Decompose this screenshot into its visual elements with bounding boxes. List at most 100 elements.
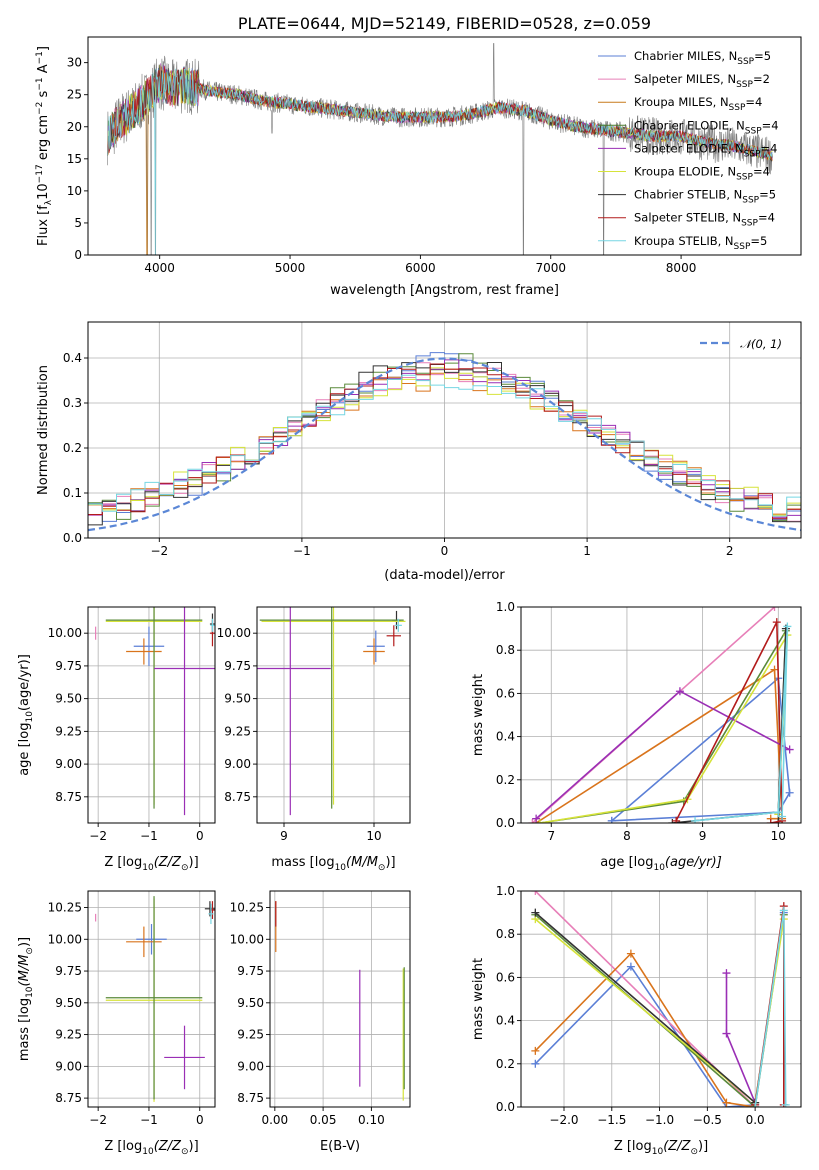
x-axis-label-part: )] [189,1139,199,1154]
axes-frame [269,890,411,1108]
x-tick-label: 6000 [405,261,436,275]
y-tick-label: 8.75 [55,790,82,804]
x-tick-label: −2.0 [549,1113,578,1127]
weight-point-marker [531,908,540,917]
legend-entry-label-part: Chabrier MILES, N [634,49,737,63]
y-axis-label-part: mass [log [17,998,32,1061]
weight-point-marker [779,906,788,915]
weight-point-marker [531,891,540,895]
chart-title: PLATE=0644, MJD=52149, FIBERID=0528, z=0… [238,14,651,33]
x-axis-label-part: (Z/Z [154,855,182,870]
x-tick-label: 10 [771,829,786,843]
x-tick-label: −0.5 [693,1113,722,1127]
y-tick-label: 0.2 [63,441,82,455]
y-axis-label-part: 10 [36,183,51,200]
weight-series-line [534,911,756,1104]
x-tick-label: 2 [726,544,734,558]
axes-frame [87,890,216,1108]
x-axis-label: age [log10(age/yr)] [600,855,722,873]
y-tick-label: 0.3 [63,396,82,410]
x-axis-label-part: )] [698,1139,708,1154]
x-tick-label: 8000 [666,261,697,275]
x-axis-label: (data-model)/error [384,568,505,583]
x-axis-label-part: Z [log [614,1139,652,1154]
x-tick-label: 0.10 [358,1113,385,1127]
x-axis-label-part: Z [log [104,1139,142,1154]
legend-entry-label: Chabrier STELIB, NSSP=5 [634,188,776,206]
y-axis-label-part: ⊙ [25,947,35,955]
weight-point-marker [774,808,783,817]
axes-mass-vs-ebv [270,891,410,1107]
residual-histogram-step [88,363,801,526]
axes-frame [87,36,802,256]
y-tick-label: 9.75 [55,659,82,673]
y-tick-label: 10 [67,184,82,198]
weight-point-marker [766,819,775,823]
x-axis-label-part: age [log [600,855,653,870]
plot-area-mass-vs-ebv [275,901,405,1101]
legend-entry-label-part: =2 [753,72,770,86]
x-tick-label: 5000 [275,261,306,275]
y-tick-label: 0.6 [496,686,515,700]
axes-age-vs-Z [88,607,215,823]
plot-area-spectrum [107,43,773,255]
legend-entry-label-part: SSP [742,196,759,206]
y-tick-label: 0.0 [63,531,82,545]
weight-point-marker [722,969,731,978]
y-tick-label: 10.00 [48,932,82,946]
x-axis-label: wavelength [Angstrom, rest frame] [330,283,559,298]
x-axis-label: Z [log10(Z/Z⊙)] [614,1139,708,1157]
weight-series-line [539,630,787,823]
legend-entry-label-part: Kroupa STELIB, N [634,234,734,248]
y-tick-label: 9.00 [224,757,251,771]
legend-entry-label-part: SSP [737,57,754,67]
y-tick-label: 9.75 [55,964,82,978]
x-tick-label: 0.05 [310,1113,337,1127]
legend-entry-label-part: SSP [736,80,753,90]
legend-entry-label: Salpeter MILES, NSSP=2 [634,72,770,90]
x-axis-label-part: )] [385,855,395,870]
legend-entry-label-part: SSP [741,219,758,229]
x-tick-label: −2 [150,544,168,558]
y-tick-label: 30 [67,56,82,70]
y-axis-label: age [log10(age/yr)] [17,654,35,776]
y-axis-label-part: λ [44,199,54,205]
weight-point-marker [626,962,635,971]
y-axis-label-part: −17 [35,164,45,183]
frame-weight-vs-Z: −2.0 −1.5 −1.0 −0.5 0.0 0.0 0.2 0.4 0.6 0.8 1.0 [496,884,802,1127]
weight-point-marker [770,665,779,674]
x-tick-label: −1.5 [597,1113,626,1127]
legend-entry-label-part: SSP [729,103,746,113]
legend-entry-label-part: Salpeter STELIB, N [634,211,741,225]
weight-series-line [695,626,789,822]
weight-point-marker [607,816,616,823]
y-axis-label: Normed distribution [36,365,51,495]
y-axis-label-part: )] [17,937,32,947]
legend-entry-label: Chabrier MILES, NSSP=5 [634,49,771,67]
y-tick-label: 1.0 [496,884,515,898]
y-tick-label: 9.00 [237,1059,264,1073]
x-tick-label: 0 [196,1113,204,1127]
x-axis-label: mass [log10(M/M⊙)] [271,855,395,873]
x-tick-label: 0 [441,544,449,558]
y-axis-label-part: (age/yr)] [17,654,32,711]
legend-entry-label: Salpeter STELIB, NSSP=4 [634,211,775,229]
plot-area-age-vs-mass [257,607,406,816]
y-tick-label: 0.0 [496,1100,515,1114]
y-tick-label: 9.25 [55,724,82,738]
plot-area-residuals [88,352,801,532]
weight-point-marker [626,949,635,958]
x-axis-label-part: (M/M [346,855,378,870]
x-axis-label-part: (Z/Z [154,1139,182,1154]
x-axis-label-part: 10 [653,863,665,873]
frame-mass-vs-ebv: 0.00 0.05 0.10 8.75 9.00 9.25 9.50 9.75 10.00 10.… [230,890,411,1127]
y-tick-label: 9.25 [224,724,251,738]
x-axis-label-part: (age/yr)] [665,855,722,870]
weight-point-marker [531,1059,540,1068]
y-tick-label: 8.75 [55,1091,82,1105]
weight-point-marker [770,607,779,611]
axes-frame [520,606,802,824]
weight-series-line [534,952,756,1107]
y-tick-label: 0.4 [496,730,515,744]
